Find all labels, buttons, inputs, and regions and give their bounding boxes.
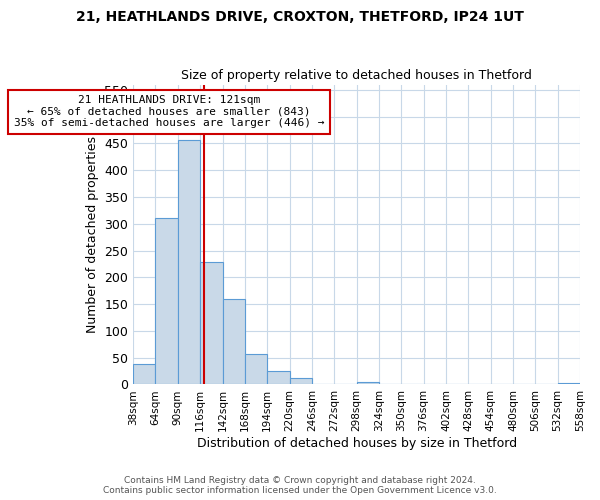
Text: 21, HEATHLANDS DRIVE, CROXTON, THETFORD, IP24 1UT: 21, HEATHLANDS DRIVE, CROXTON, THETFORD,… xyxy=(76,10,524,24)
Bar xyxy=(245,354,267,384)
Bar xyxy=(267,370,290,384)
X-axis label: Distribution of detached houses by size in Thetford: Distribution of detached houses by size … xyxy=(197,437,517,450)
Text: 21 HEATHLANDS DRIVE: 121sqm
← 65% of detached houses are smaller (843)
35% of se: 21 HEATHLANDS DRIVE: 121sqm ← 65% of det… xyxy=(14,96,324,128)
Bar xyxy=(133,364,155,384)
Bar xyxy=(178,140,200,384)
Bar xyxy=(223,299,245,384)
Bar xyxy=(155,218,178,384)
Text: Contains HM Land Registry data © Crown copyright and database right 2024.
Contai: Contains HM Land Registry data © Crown c… xyxy=(103,476,497,495)
Bar xyxy=(290,378,312,384)
Title: Size of property relative to detached houses in Thetford: Size of property relative to detached ho… xyxy=(181,69,532,82)
Bar xyxy=(356,382,379,384)
Y-axis label: Number of detached properties: Number of detached properties xyxy=(86,136,99,333)
Bar xyxy=(200,262,223,384)
